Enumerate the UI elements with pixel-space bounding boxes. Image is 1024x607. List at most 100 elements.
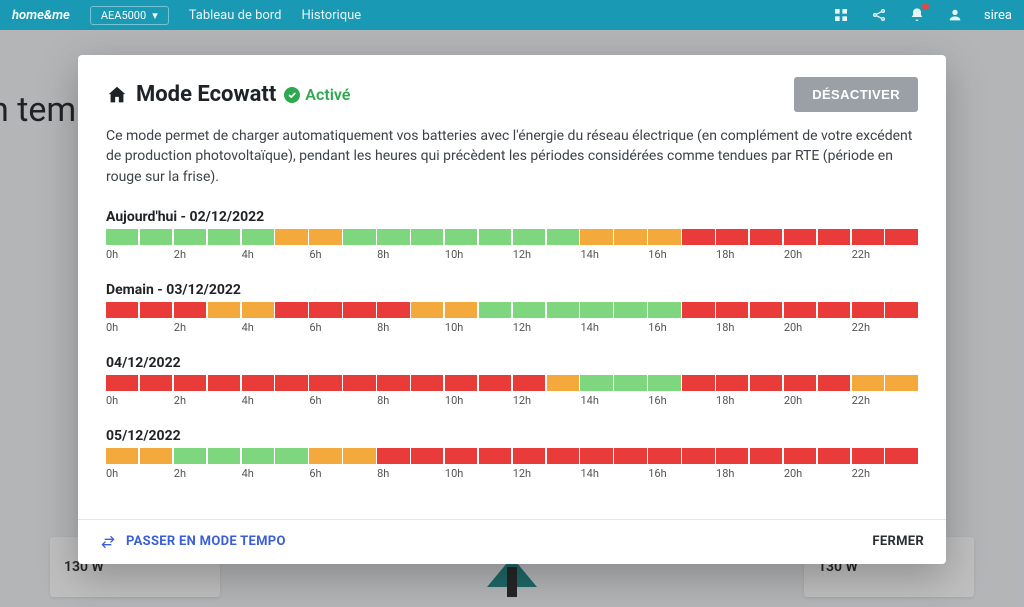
day-block: Demain - 03/12/20220h2h4h6h8h10h12h14h16…	[106, 282, 918, 335]
timeline-segment	[716, 448, 748, 464]
axis-tick	[479, 394, 511, 408]
timeline-segment	[513, 375, 545, 391]
axis-tick	[885, 467, 917, 481]
day-block: Aujourd'hui - 02/12/20220h2h4h6h8h10h12h…	[106, 209, 918, 262]
timeline-segment	[784, 448, 816, 464]
timeline-segment	[614, 302, 646, 318]
tab-dashboard[interactable]: Tableau de bord	[189, 8, 282, 23]
axis-tick	[479, 467, 511, 481]
timeline-segment	[716, 302, 748, 318]
timeline-segment	[784, 375, 816, 391]
timeline-segment	[852, 448, 884, 464]
axis-tick	[208, 467, 240, 481]
timeline-segment	[140, 229, 172, 245]
device-id-label: AEA5000	[101, 9, 146, 22]
day-label: Aujourd'hui - 02/12/2022	[106, 209, 918, 225]
timeline-segment	[852, 302, 884, 318]
device-selector[interactable]: AEA5000 ▾	[90, 6, 169, 25]
axis-tick: 2h	[174, 467, 206, 481]
day-label: 04/12/2022	[106, 355, 918, 371]
axis-tick: 10h	[445, 248, 477, 262]
timeline-segment	[750, 375, 782, 391]
axis-tick	[818, 394, 850, 408]
axis-tick	[411, 394, 443, 408]
timeline-segment	[174, 448, 206, 464]
timeline-segment	[682, 302, 714, 318]
axis-tick: 14h	[580, 394, 612, 408]
timeline-bar	[106, 448, 918, 464]
timeline-segment	[275, 375, 307, 391]
timeline-segment	[208, 448, 240, 464]
deactivate-button[interactable]: DÉSACTIVER	[794, 77, 918, 112]
timeline-bar	[106, 375, 918, 391]
switch-tempo-button[interactable]: PASSER EN MODE TEMPO	[100, 534, 286, 550]
axis-tick	[411, 248, 443, 262]
timeline-segment	[513, 229, 545, 245]
timeline-segment	[648, 302, 680, 318]
timeline-segment	[547, 229, 579, 245]
timeline-segment	[547, 302, 579, 318]
timeline-segment	[309, 375, 341, 391]
timeline-segment	[275, 229, 307, 245]
axis-tick: 0h	[106, 321, 138, 335]
axis-tick	[479, 321, 511, 335]
axis-tick	[682, 467, 714, 481]
grid-icon[interactable]	[832, 6, 850, 24]
timeline-segment	[479, 229, 511, 245]
axis-tick	[885, 248, 917, 262]
axis-tick: 10h	[445, 321, 477, 335]
timeline-axis: 0h2h4h6h8h10h12h14h16h18h20h22h	[106, 321, 918, 335]
axis-tick	[750, 248, 782, 262]
timeline-segment	[377, 302, 409, 318]
share-icon[interactable]	[870, 6, 888, 24]
axis-tick	[818, 467, 850, 481]
timeline-segment	[852, 229, 884, 245]
timeline-segment	[682, 375, 714, 391]
axis-tick	[208, 394, 240, 408]
axis-tick	[682, 248, 714, 262]
user-label: sirea	[984, 8, 1012, 23]
timeline-segment	[106, 375, 138, 391]
timeline-segment	[818, 375, 850, 391]
timeline-segment	[174, 375, 206, 391]
timeline-segment	[614, 229, 646, 245]
timeline-segment	[784, 229, 816, 245]
axis-tick	[682, 394, 714, 408]
axis-tick: 4h	[242, 321, 274, 335]
timeline-segment	[174, 302, 206, 318]
chevron-down-icon: ▾	[152, 9, 158, 22]
notifications-icon[interactable]	[908, 6, 926, 24]
axis-tick: 22h	[852, 467, 884, 481]
axis-tick: 22h	[852, 394, 884, 408]
axis-tick	[818, 321, 850, 335]
axis-tick: 14h	[580, 248, 612, 262]
axis-tick: 2h	[174, 248, 206, 262]
timeline-segment	[208, 375, 240, 391]
timeline-segment	[411, 302, 443, 318]
axis-tick: 6h	[309, 321, 341, 335]
timeline-segment	[106, 302, 138, 318]
axis-tick: 16h	[648, 394, 680, 408]
timeline-segment	[580, 375, 612, 391]
timeline-segment	[309, 302, 341, 318]
axis-tick: 20h	[784, 394, 816, 408]
axis-tick	[614, 394, 646, 408]
tab-history[interactable]: Historique	[301, 8, 361, 23]
timeline-segment	[479, 302, 511, 318]
timeline-segment	[885, 302, 917, 318]
axis-tick: 18h	[716, 394, 748, 408]
timeline-segment	[614, 448, 646, 464]
timeline-segment	[343, 448, 375, 464]
axis-tick: 8h	[377, 467, 409, 481]
timeline-axis: 0h2h4h6h8h10h12h14h16h18h20h22h	[106, 248, 918, 262]
timeline-segment	[242, 229, 274, 245]
axis-tick: 0h	[106, 248, 138, 262]
home-icon	[106, 84, 128, 106]
brand-logo: home&me	[12, 8, 70, 23]
user-icon[interactable]	[946, 6, 964, 24]
timeline-segment	[784, 302, 816, 318]
timeline-segment	[818, 302, 850, 318]
status-label: Activé	[305, 85, 350, 104]
close-button[interactable]: FERMER	[872, 534, 924, 549]
timeline-segment	[648, 448, 680, 464]
